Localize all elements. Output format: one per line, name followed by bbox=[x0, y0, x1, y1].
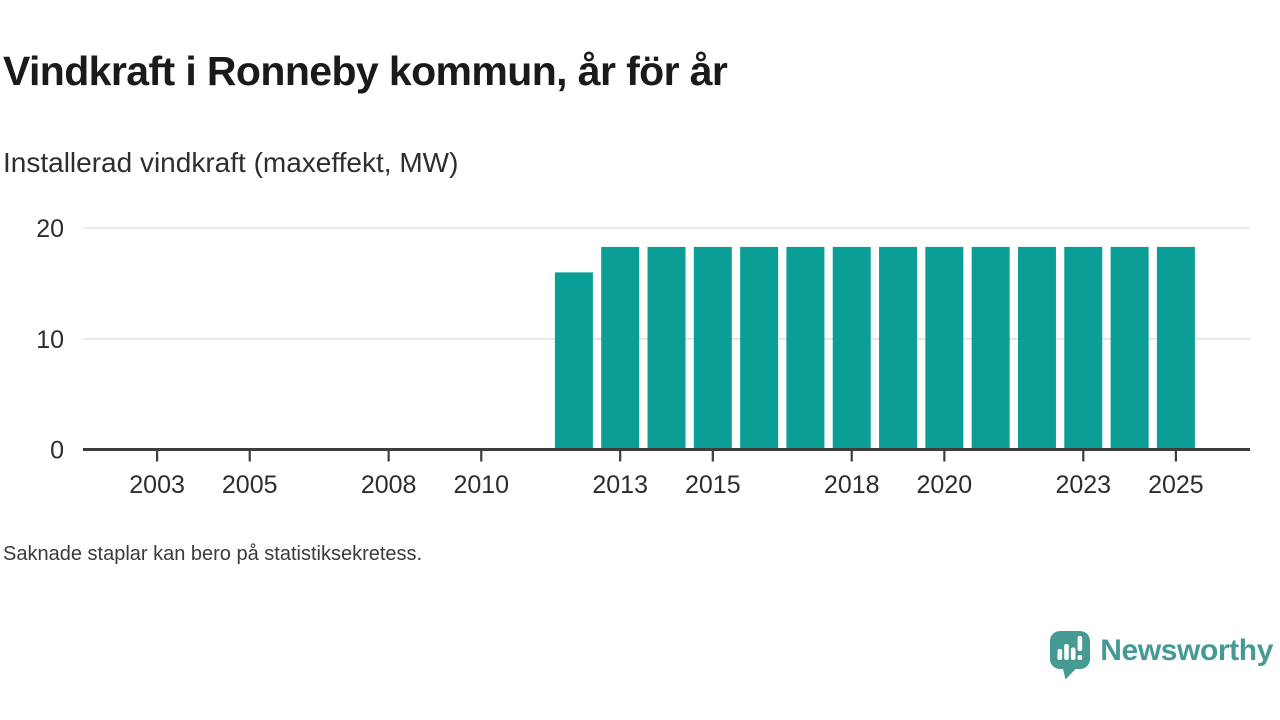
brand-logo: Newsworthy bbox=[1049, 630, 1273, 680]
svg-text:10: 10 bbox=[36, 326, 64, 354]
bar-2021 bbox=[971, 246, 1010, 450]
bar-2016 bbox=[740, 246, 779, 450]
bar-2022 bbox=[1017, 246, 1056, 450]
bar-2018 bbox=[832, 246, 871, 450]
bar-2020 bbox=[925, 246, 964, 450]
svg-text:2008: 2008 bbox=[361, 471, 417, 499]
bar-2023 bbox=[1064, 246, 1103, 450]
bar-2017 bbox=[786, 246, 825, 450]
x-ticks bbox=[155, 451, 1178, 462]
svg-text:2018: 2018 bbox=[824, 471, 880, 499]
footnote: Saknade staplar kan bero på statistiksek… bbox=[3, 543, 423, 565]
svg-text:0: 0 bbox=[50, 437, 64, 465]
bar-2019 bbox=[879, 246, 918, 450]
svg-text:2003: 2003 bbox=[129, 471, 185, 499]
svg-text:2025: 2025 bbox=[1148, 471, 1204, 499]
bar-chart-speech-bubble-icon bbox=[1050, 631, 1091, 680]
bar-2014 bbox=[647, 246, 686, 450]
svg-text:2023: 2023 bbox=[1055, 471, 1111, 499]
bars bbox=[554, 246, 1195, 450]
bar-2012 bbox=[554, 272, 593, 450]
bar-2025 bbox=[1156, 246, 1195, 450]
logo-bars bbox=[1057, 636, 1083, 660]
bar-2015 bbox=[693, 246, 732, 450]
svg-text:2013: 2013 bbox=[592, 471, 648, 499]
svg-text:2005: 2005 bbox=[222, 471, 278, 499]
bar-2024 bbox=[1110, 246, 1149, 450]
y-tick-labels: 0 10 20 bbox=[36, 215, 64, 464]
bar-2013 bbox=[601, 246, 640, 450]
svg-text:2010: 2010 bbox=[453, 471, 509, 499]
chart-subtitle: Installerad vindkraft (maxeffekt, MW) bbox=[3, 147, 459, 178]
svg-text:2015: 2015 bbox=[685, 471, 741, 499]
brand-name: Newsworthy bbox=[1100, 634, 1273, 667]
bar-chart: 2003 2005 2008 2010 2013 2015 2018 2020 2023 2025… bbox=[36, 215, 1250, 499]
x-tick-labels: 2003 2005 2008 2010 2013 2015 2018 2020 2023 2025 bbox=[129, 471, 1203, 499]
chart-title: Vindkraft i Ronneby kommun, år för år bbox=[3, 48, 728, 94]
svg-text:20: 20 bbox=[36, 215, 64, 243]
svg-text:2020: 2020 bbox=[917, 471, 973, 499]
